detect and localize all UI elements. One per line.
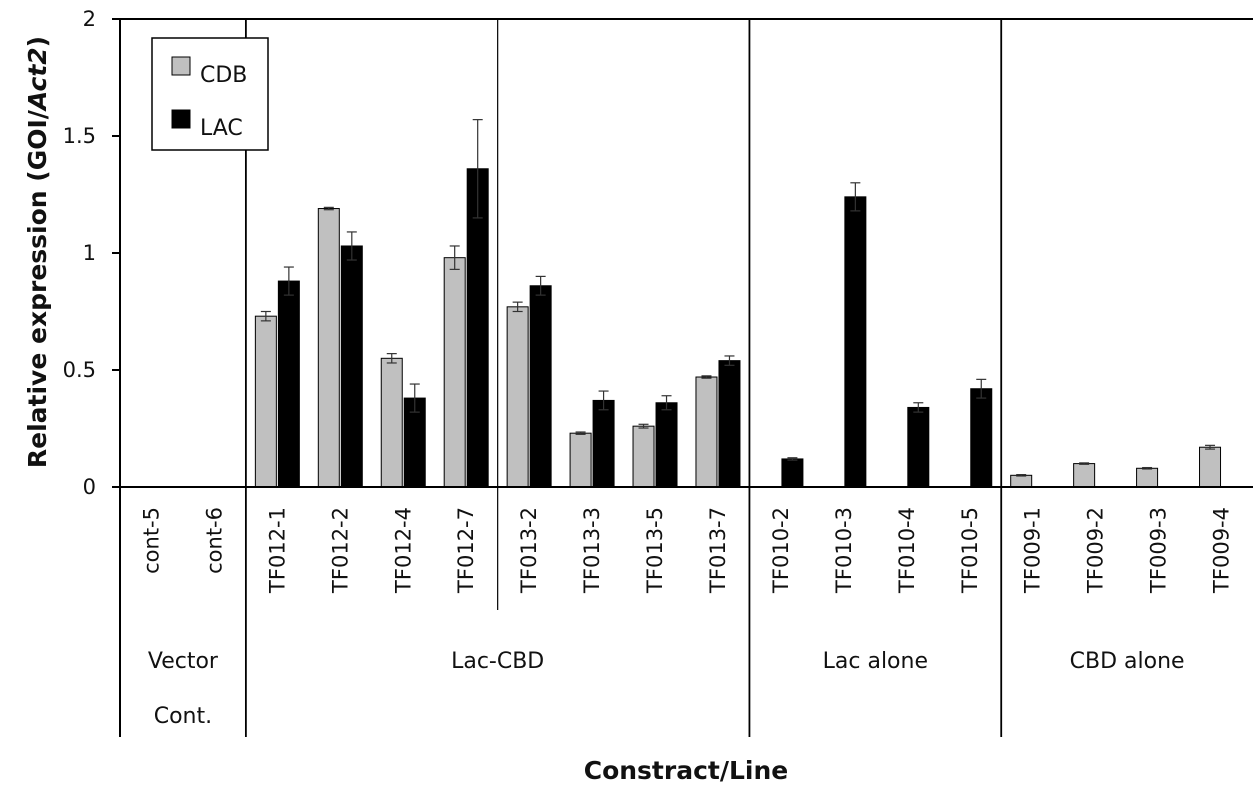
bar-cdb-tf009-1	[1010, 474, 1033, 488]
legend-swatch-lac	[171, 109, 191, 129]
x-tick-label: TF012-7	[454, 507, 478, 594]
bar-lac-tf013-2	[529, 285, 552, 488]
x-tick-label: TF010-5	[958, 507, 982, 594]
legend-label-cdb: CDB	[200, 63, 247, 88]
bar-lac-tf010-4	[907, 406, 930, 488]
x-tick-label: TF010-3	[832, 507, 856, 594]
legend-swatch-cdb	[171, 56, 191, 76]
group-label: Cont.	[154, 704, 212, 729]
y-tick-label: 0	[83, 475, 96, 499]
x-tick-label: TF013-2	[517, 507, 541, 594]
bar-lac-tf010-5	[970, 388, 993, 488]
y-axis-title-prefix: Relative expression (GOI/	[23, 109, 52, 468]
bar-lac-tf013-7	[718, 360, 741, 488]
y-axis-title-italic: Act2	[23, 47, 52, 112]
y-tick-label: 2	[83, 7, 96, 31]
x-tick-label: TF009-3	[1147, 507, 1171, 594]
bar-cdb-tf009-2	[1073, 463, 1096, 488]
group-area: Vector Cont. Lac-CBD Lac alone CBD alone	[148, 649, 1185, 729]
bar-cdb-tf012-4	[380, 357, 403, 488]
bars	[254, 168, 1222, 488]
legend: CDB LAC	[151, 37, 269, 151]
bar-cdb-tf013-3	[569, 432, 592, 488]
bar-lac-tf012-2	[340, 245, 363, 488]
bar-cdb-tf013-5	[632, 425, 655, 488]
x-tick-label: TF012-4	[391, 507, 415, 594]
bar-cdb-tf012-7	[443, 257, 466, 488]
x-tick-label: TF009-1	[1021, 507, 1045, 594]
group-label: CBD alone	[1070, 649, 1185, 674]
bar-cdb-tf013-7	[695, 376, 718, 488]
bar-cdb-tf009-4	[1199, 446, 1222, 488]
bar-lac-tf013-3	[592, 399, 615, 488]
bar-lac-tf012-1	[277, 280, 300, 488]
y-tick-label: 1	[83, 241, 96, 265]
x-tick-label: cont-5	[139, 507, 163, 574]
x-tick-label: TF012-2	[328, 507, 352, 594]
group-label: Lac alone	[823, 649, 928, 674]
bar-lac-tf013-5	[655, 402, 678, 488]
error-bars	[260, 119, 1216, 477]
x-axis: cont-5 cont-6 TF012-1 TF012-2 TF012-4 TF012-7…	[120, 486, 1253, 594]
x-tick-label: TF010-4	[895, 507, 919, 594]
y-tick-label: 1.5	[63, 124, 96, 148]
legend-box	[151, 37, 269, 151]
group-label: Lac-CBD	[451, 649, 544, 674]
y-tick-label: 0.5	[63, 358, 96, 382]
bar-cdb-tf009-3	[1136, 467, 1159, 488]
x-tick-label: TF010-2	[769, 507, 793, 594]
x-tick-label: TF013-3	[580, 507, 604, 594]
x-tick-label: TF012-1	[265, 507, 289, 594]
y-axis: 0 0.5 1 1.5 2	[63, 7, 121, 737]
y-axis-title: Relative expression (GOI/Act2)	[23, 36, 52, 468]
x-tick-label: TF013-5	[643, 507, 667, 594]
x-tick-label: TF009-4	[1210, 507, 1234, 594]
bar-lac-tf010-2	[781, 458, 804, 488]
x-axis-title: Constract/Line	[584, 756, 789, 785]
x-tick-label: TF009-2	[1084, 507, 1108, 594]
group-label: Vector	[148, 649, 219, 674]
bar-cdb-tf012-1	[254, 315, 277, 488]
legend-label-lac: LAC	[200, 116, 243, 141]
bar-cdb-tf013-2	[506, 306, 529, 488]
y-axis-title-suffix: )	[23, 36, 52, 47]
bar-cdb-tf012-2	[317, 208, 340, 488]
x-tick-label: cont-6	[202, 507, 226, 574]
x-tick-label: TF013-7	[706, 507, 730, 594]
bar-lac-tf010-3	[844, 196, 867, 488]
